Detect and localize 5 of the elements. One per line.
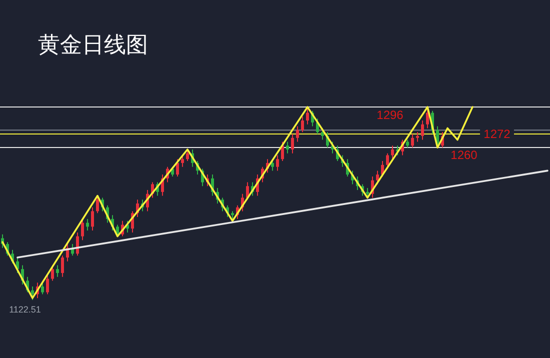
text: 1122.51 — [9, 304, 41, 314]
annotation: 1296 — [376, 108, 404, 122]
annotation: 1260 — [450, 148, 478, 162]
chart-title: 黄金日线图 — [38, 33, 148, 58]
annotation: 1272 — [484, 127, 511, 141]
